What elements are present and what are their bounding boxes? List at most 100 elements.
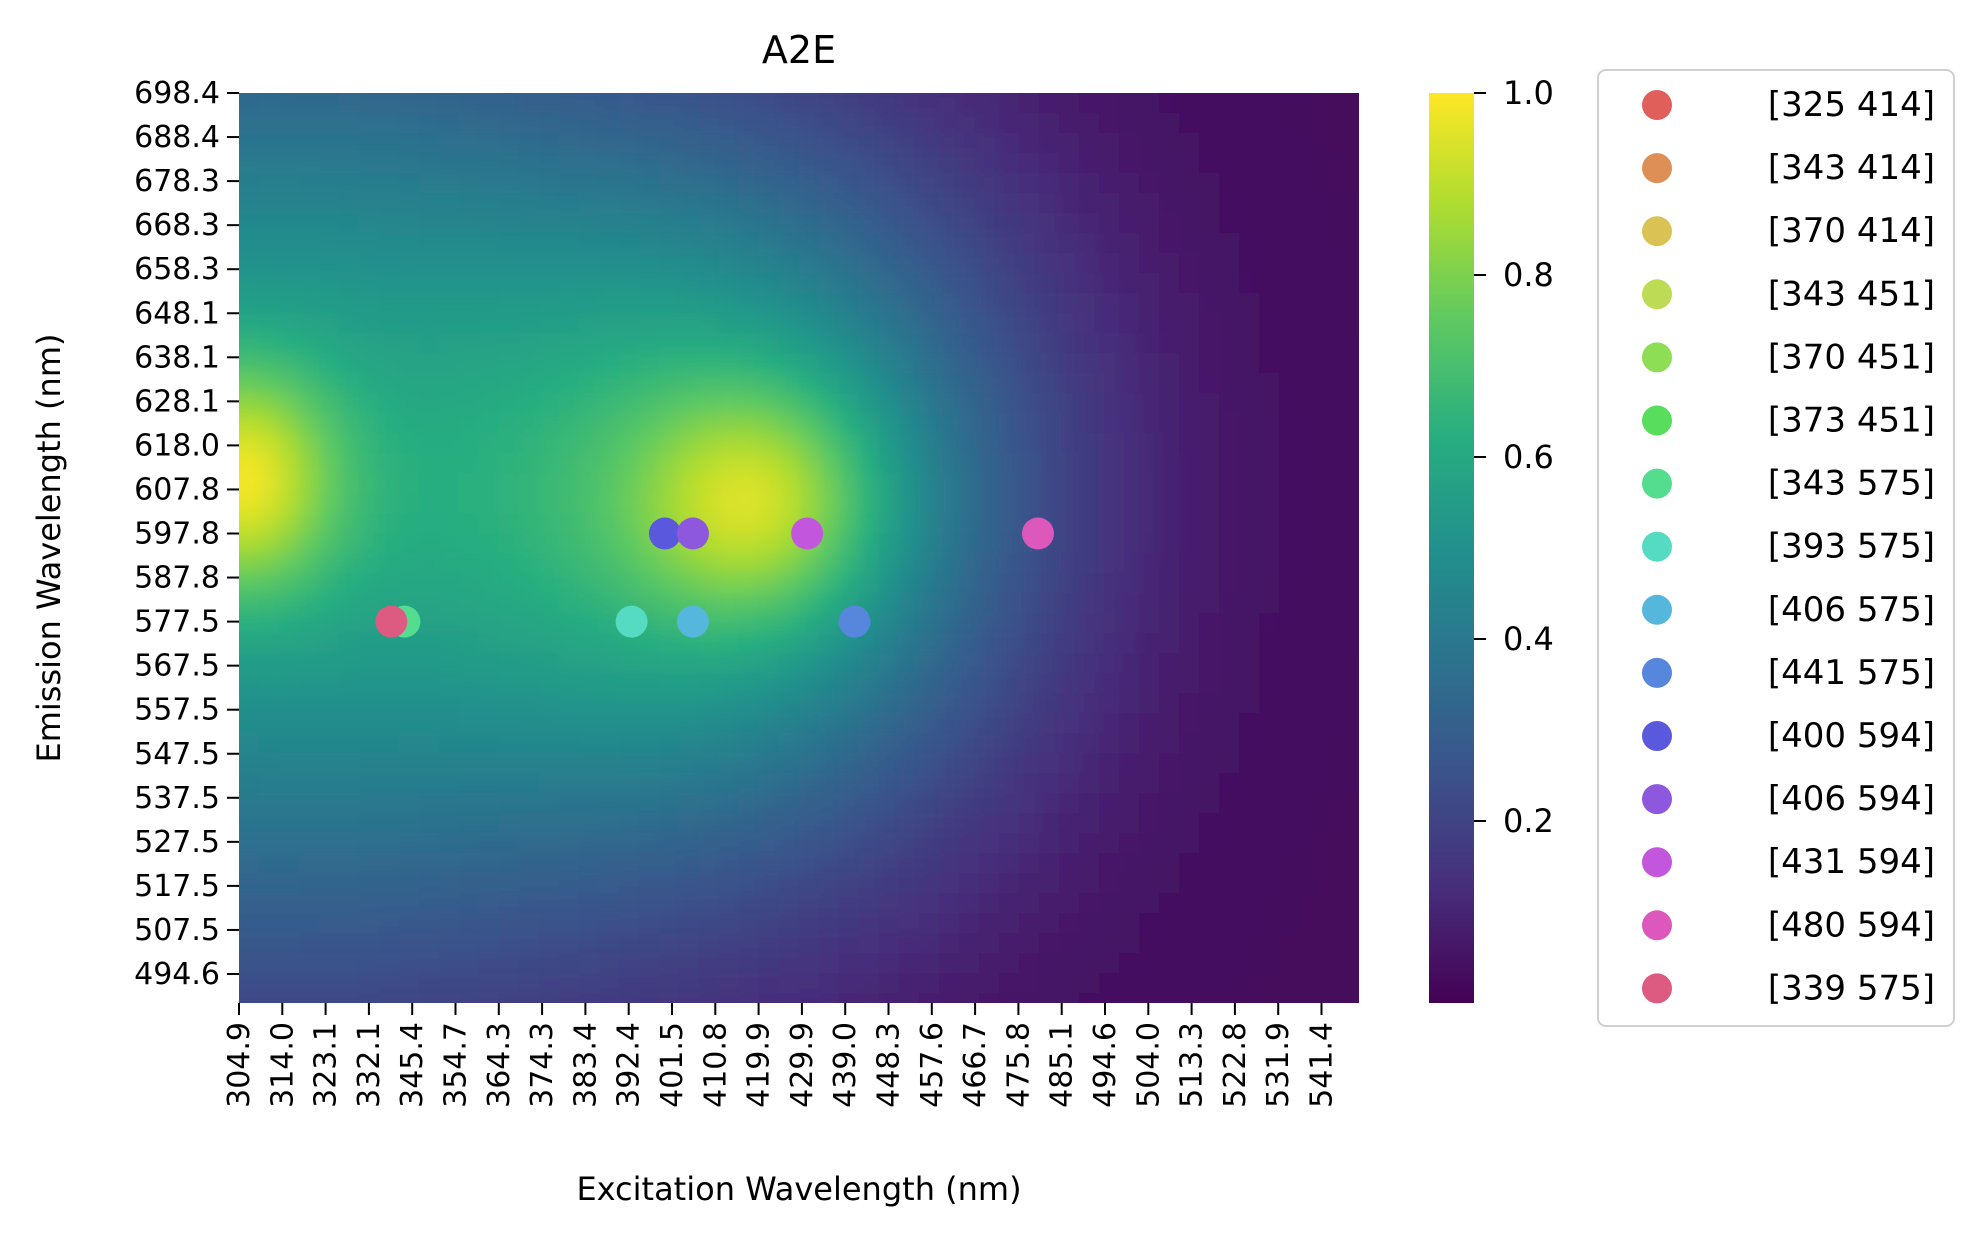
y-tick-label: 618.0 — [134, 428, 220, 463]
colorbar-axis: 1.0 0.8 0.6 0.4 0.2 — [1474, 74, 1554, 840]
legend-label: [343 414] — [1768, 148, 1935, 188]
y-axis: 698.4 688.4 678.3 668.3 658.3 648.1 638.1 628.1… — [134, 76, 239, 992]
y-tick-label: 494.6 — [134, 957, 220, 992]
legend-label: [441 575] — [1768, 653, 1935, 693]
y-tick-label: 658.3 — [134, 252, 220, 287]
y-tick-label: 537.5 — [134, 781, 220, 816]
legend-marker — [1642, 847, 1672, 878]
x-tick-label: 439.0 — [828, 1022, 863, 1108]
legend-marker — [1642, 468, 1672, 499]
y-tick-label: 567.5 — [134, 649, 220, 684]
x-tick-label: 513.3 — [1175, 1022, 1210, 1108]
legend-label: [325 414] — [1768, 85, 1935, 125]
legend-marker — [1642, 657, 1672, 688]
scatter-point — [791, 517, 824, 550]
y-tick-label: 577.5 — [134, 605, 220, 640]
x-tick-label: 314.0 — [265, 1022, 300, 1108]
legend-marker — [1642, 153, 1672, 184]
x-tick-label: 332.1 — [352, 1022, 387, 1108]
legend-label: [480 594] — [1768, 905, 1935, 945]
y-tick-label: 648.1 — [134, 296, 220, 331]
x-tick-label: 448.3 — [872, 1022, 907, 1108]
scatter-point — [375, 605, 408, 638]
legend-marker — [1642, 973, 1672, 1004]
y-tick-label: 557.5 — [134, 693, 220, 728]
legend-marker — [1642, 594, 1672, 625]
scatter-point — [615, 605, 648, 638]
legend-label: [406 594] — [1768, 779, 1935, 819]
scatter-point — [676, 517, 709, 550]
y-tick-label: 547.5 — [134, 737, 220, 772]
x-tick-label: 392.4 — [612, 1022, 647, 1108]
legend-marker — [1642, 216, 1672, 247]
colorbar-tick-label: 0.2 — [1503, 802, 1554, 840]
x-tick-label: 475.8 — [1001, 1022, 1036, 1108]
x-tick-label: 401.5 — [655, 1022, 690, 1108]
colorbar-tick-label: 0.4 — [1503, 620, 1554, 658]
x-tick-label: 522.8 — [1218, 1022, 1253, 1108]
x-tick-label: 410.8 — [698, 1022, 733, 1108]
y-tick-label: 678.3 — [134, 164, 220, 199]
x-axis-label: Excitation Wavelength (nm) — [576, 1170, 1021, 1208]
legend-label: [400 594] — [1768, 716, 1935, 756]
x-tick-label: 485.1 — [1045, 1022, 1080, 1108]
y-tick-label: 527.5 — [134, 825, 220, 860]
x-tick-label: 531.9 — [1261, 1022, 1296, 1108]
legend-marker — [1642, 531, 1672, 562]
legend-marker — [1642, 910, 1672, 941]
legend-marker — [1642, 279, 1672, 310]
x-tick-label: 304.9 — [222, 1022, 257, 1108]
colorbar-tick-label: 0.6 — [1503, 438, 1554, 476]
scatter-point — [648, 517, 681, 550]
legend-label: [343 451] — [1768, 274, 1935, 314]
legend-label: [370 451] — [1768, 337, 1935, 377]
colorbar-tick-label: 0.8 — [1503, 256, 1554, 294]
y-tick-label: 597.8 — [134, 517, 220, 552]
y-tick-label: 698.4 — [134, 76, 220, 111]
y-tick-label: 638.1 — [134, 340, 220, 375]
y-tick-label: 587.8 — [134, 561, 220, 596]
x-tick-label: 354.7 — [439, 1022, 474, 1108]
x-tick-label: 419.9 — [742, 1022, 777, 1108]
legend-label: [370 414] — [1768, 211, 1935, 251]
x-tick-label: 323.1 — [309, 1022, 344, 1108]
legend-marker — [1642, 90, 1672, 120]
y-tick-label: 668.3 — [134, 208, 220, 243]
legend-label: [339 575] — [1768, 968, 1935, 1008]
legend-marker — [1642, 405, 1672, 436]
legend-marker — [1642, 721, 1672, 751]
scatter-point — [838, 605, 871, 638]
x-tick-label: 466.7 — [958, 1022, 993, 1108]
x-tick-label: 374.3 — [525, 1022, 560, 1108]
x-tick-label: 494.6 — [1088, 1022, 1123, 1108]
x-tick-label: 541.4 — [1305, 1022, 1340, 1108]
x-tick-label: 345.4 — [395, 1022, 430, 1108]
y-tick-label: 607.8 — [134, 472, 220, 507]
x-tick-label: 429.9 — [785, 1022, 820, 1108]
y-tick-label: 507.5 — [134, 913, 220, 948]
heatmap-surface — [239, 93, 1359, 1003]
y-tick-label: 517.5 — [134, 869, 220, 904]
scatter-point — [1021, 517, 1054, 550]
x-tick-label: 364.3 — [482, 1022, 517, 1108]
legend-label: [393 575] — [1768, 527, 1935, 567]
legend-frame — [1597, 69, 1955, 1027]
chart-title: A2E — [762, 28, 836, 72]
legend-label: [431 594] — [1768, 842, 1935, 882]
x-tick-label: 383.4 — [568, 1022, 603, 1108]
legend-label: [343 575] — [1768, 464, 1935, 504]
legend-marker — [1642, 342, 1672, 373]
legend-label: [373 451] — [1768, 401, 1935, 441]
x-tick-label: 504.0 — [1131, 1022, 1166, 1108]
scatter-points — [375, 517, 1054, 638]
colorbar — [1429, 93, 1474, 1003]
y-axis-label: Emission Wavelength (nm) — [30, 334, 68, 763]
y-tick-label: 628.1 — [134, 384, 220, 419]
x-axis: 304.9 314.0 323.1 332.1 345.4 354.7 364.3 374.3… — [222, 1003, 1340, 1108]
colorbar-tick-label: 1.0 — [1503, 74, 1554, 112]
legend: [325 414] [343 414] [370 414] [343 451] [370… — [1597, 69, 1955, 1027]
x-tick-label: 457.6 — [915, 1022, 950, 1108]
legend-marker — [1642, 784, 1672, 815]
